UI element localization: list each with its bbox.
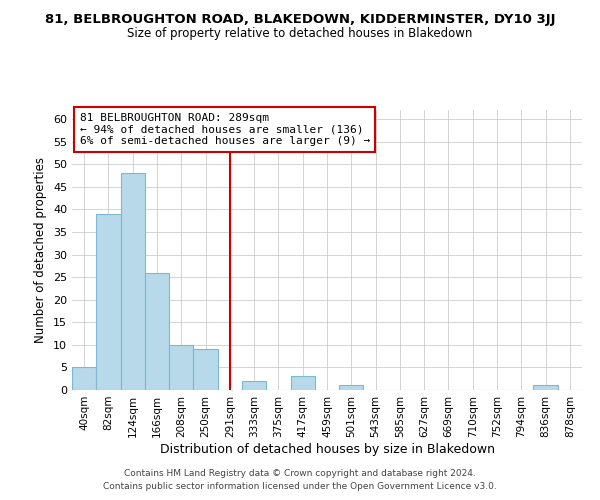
Text: Size of property relative to detached houses in Blakedown: Size of property relative to detached ho… [127, 28, 473, 40]
Text: Contains public sector information licensed under the Open Government Licence v3: Contains public sector information licen… [103, 482, 497, 491]
Text: 81 BELBROUGHTON ROAD: 289sqm
← 94% of detached houses are smaller (136)
6% of se: 81 BELBROUGHTON ROAD: 289sqm ← 94% of de… [80, 113, 370, 146]
Bar [121, 173, 145, 390]
Bar [96, 214, 121, 390]
Bar [145, 272, 169, 390]
Bar [169, 345, 193, 390]
Bar [533, 386, 558, 390]
Y-axis label: Number of detached properties: Number of detached properties [34, 157, 47, 343]
X-axis label: Distribution of detached houses by size in Blakedown: Distribution of detached houses by size … [160, 442, 494, 456]
Bar [339, 386, 364, 390]
Bar [242, 381, 266, 390]
Bar [193, 350, 218, 390]
Bar [72, 368, 96, 390]
Bar [290, 376, 315, 390]
Text: 81, BELBROUGHTON ROAD, BLAKEDOWN, KIDDERMINSTER, DY10 3JJ: 81, BELBROUGHTON ROAD, BLAKEDOWN, KIDDER… [45, 12, 555, 26]
Text: Contains HM Land Registry data © Crown copyright and database right 2024.: Contains HM Land Registry data © Crown c… [124, 468, 476, 477]
